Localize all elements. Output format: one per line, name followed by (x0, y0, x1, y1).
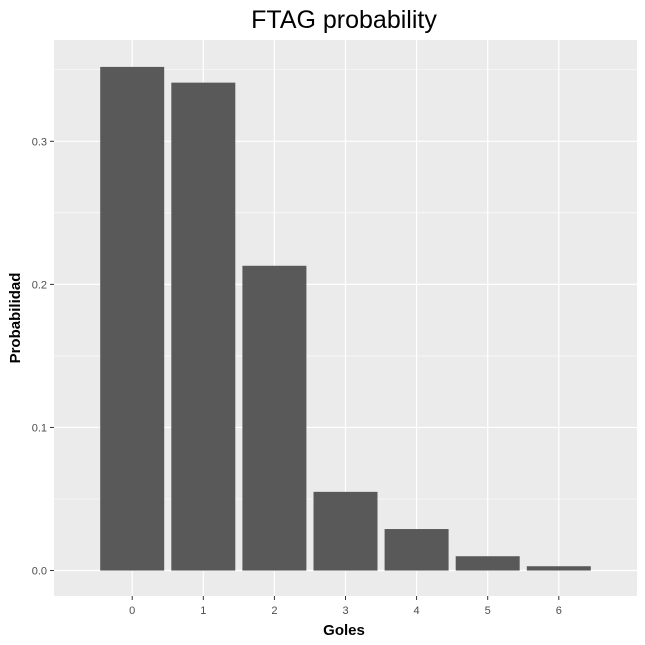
x-axis: 0 1 2 3 4 5 6 (129, 596, 562, 617)
bar-2 (242, 265, 307, 571)
y-axis-title: Probabilidad (7, 273, 24, 364)
x-tick-label: 4 (414, 605, 420, 617)
y-tick-label: 0.3 (32, 136, 47, 148)
x-tick-label: 0 (129, 605, 135, 617)
x-tick-label: 2 (271, 605, 277, 617)
x-axis-title: Goles (323, 622, 365, 639)
bar-6 (526, 566, 591, 571)
y-tick-label: 0.2 (32, 279, 47, 291)
bar-3 (313, 491, 378, 571)
y-tick-label: 0.0 (32, 566, 47, 578)
bar-4 (384, 529, 449, 571)
bar-5 (455, 556, 520, 571)
bar-1 (171, 82, 236, 571)
x-tick-label: 1 (200, 605, 206, 617)
x-tick-label: 6 (556, 605, 562, 617)
y-axis: 0.0 0.1 0.2 0.3 (32, 136, 54, 578)
chart-title: FTAG probability (251, 6, 437, 34)
bars (100, 66, 591, 571)
bar-0 (100, 66, 165, 571)
y-tick-label: 0.1 (32, 422, 47, 434)
x-tick-label: 3 (342, 605, 348, 617)
x-tick-label: 5 (485, 605, 491, 617)
